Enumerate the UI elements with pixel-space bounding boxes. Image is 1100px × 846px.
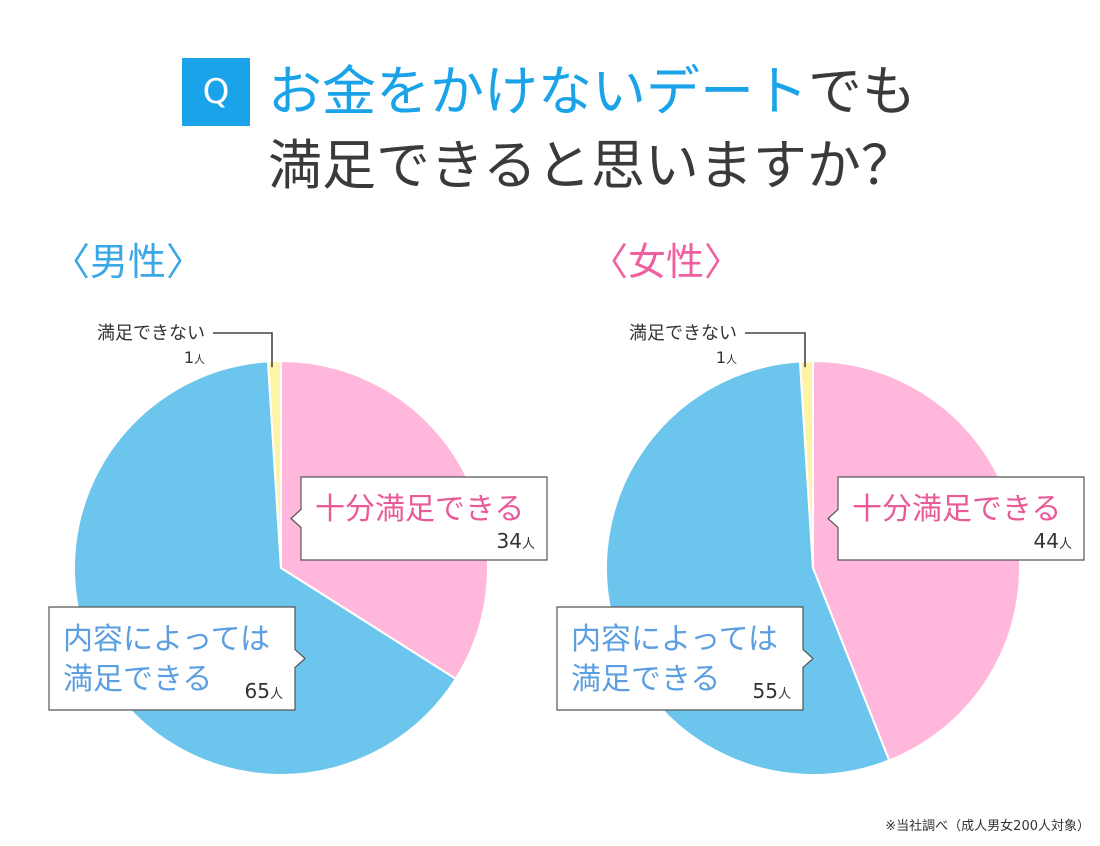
question-title-line1: お金をかけないデートでも [268, 54, 916, 130]
female-depends-label-line1: 内容によっては [571, 622, 778, 657]
male-depends-callout-box [48, 606, 306, 711]
female-note-leader [745, 332, 806, 368]
male-note-leader [213, 332, 273, 368]
male-depends-value: 65人 [245, 679, 283, 703]
source-footnote: ※当社調べ（成人男女200人対象） [885, 819, 1090, 834]
question-badge: Q [182, 58, 250, 126]
male-chart-title: 〈男性〉 [52, 240, 205, 284]
male-label-unsatisfied: 満足できない [97, 323, 205, 344]
title-rest: でも [808, 60, 916, 123]
title-highlight: お金をかけないデート [268, 60, 808, 123]
question-title-line2: 満足できると思いますか？ [268, 134, 915, 197]
female-satisfied-label-line1: 十分満足できる [852, 492, 1061, 527]
male-satisfied-callout-box [290, 476, 548, 561]
female-depends-label-line2: 満足できる [571, 662, 720, 697]
female-label-unsatisfied: 満足できない [629, 323, 737, 344]
male-satisfied-label-line1: 十分満足できる [315, 492, 524, 527]
female-satisfied-callout-box [827, 476, 1085, 561]
female-depends-value: 55人 [753, 679, 791, 703]
female-slice-2 [798, 359, 814, 569]
male-slice-2 [266, 359, 282, 569]
male-satisfied-value: 34人 [497, 529, 535, 553]
male-depends-label-line2: 満足できる [63, 662, 212, 697]
female-value-unsatisfied: 1人 [716, 348, 737, 367]
female-chart-title: 〈女性〉 [590, 240, 743, 284]
female-satisfied-value: 44人 [1034, 529, 1072, 553]
female-depends-callout-box [556, 606, 814, 711]
male-value-unsatisfied: 1人 [184, 348, 205, 367]
male-depends-label-line1: 内容によっては [63, 622, 270, 657]
